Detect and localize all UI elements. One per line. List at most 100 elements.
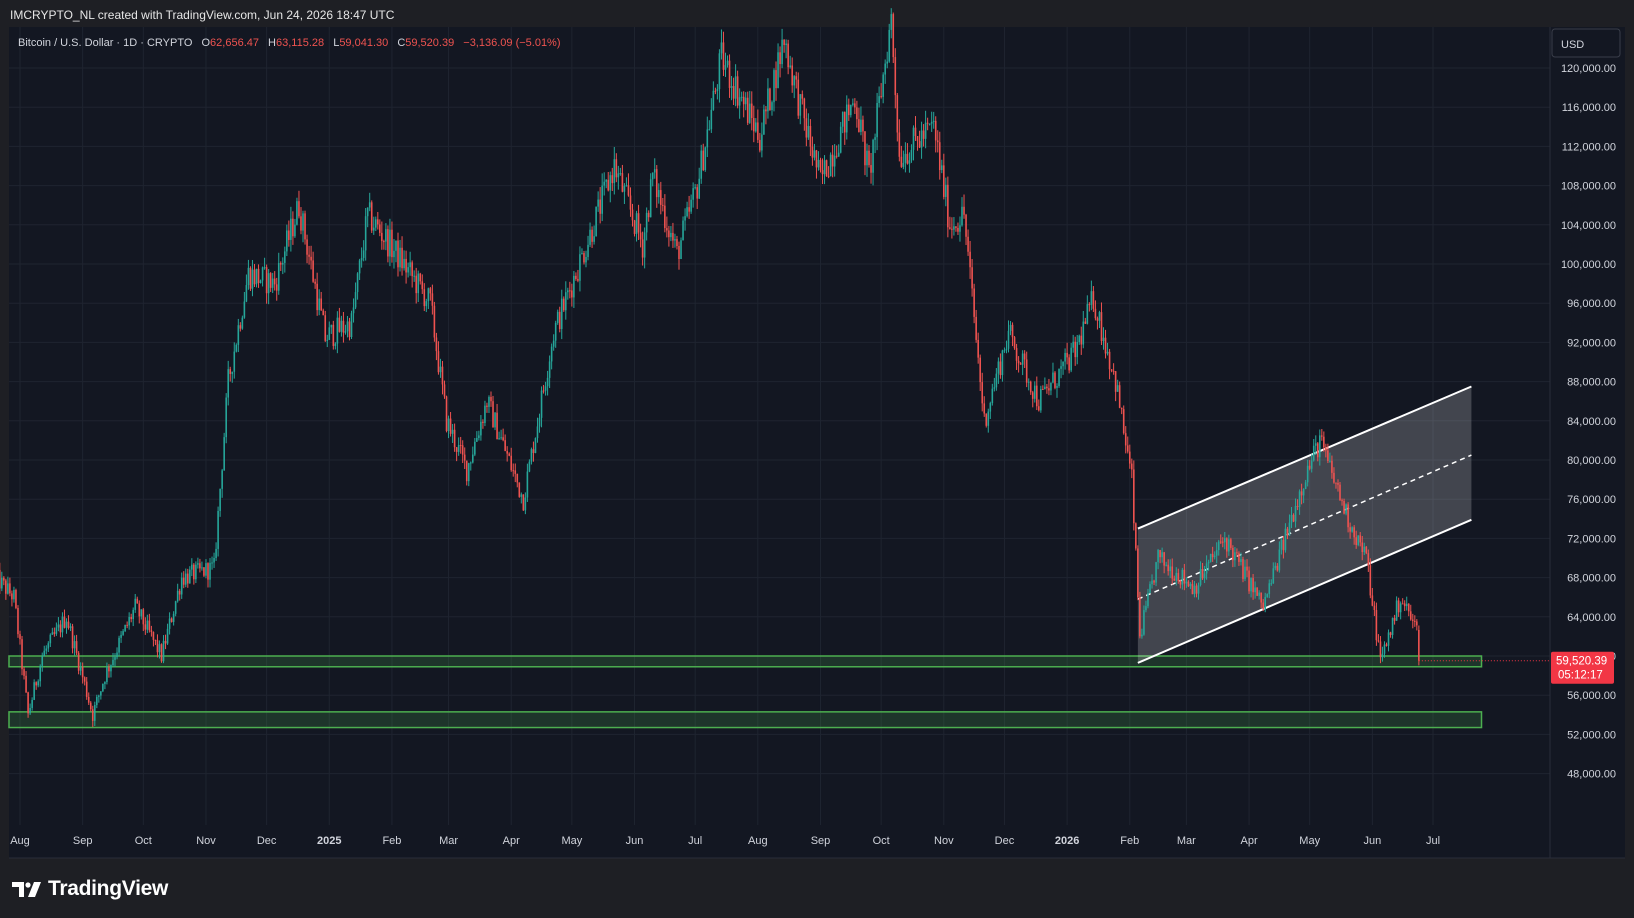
candle-body [876,102,878,138]
candle-body [474,441,476,455]
x-tick-label: May [1299,835,1320,847]
candle-body [1221,541,1224,543]
candle-body [154,639,157,641]
candle-body [680,240,682,260]
candle-body [914,127,917,137]
candle-body [391,229,393,258]
candle-body [1254,587,1256,593]
candle-body [1203,573,1206,579]
candle-body [1145,606,1147,611]
candle-body [1359,535,1362,543]
candle-body [318,298,320,311]
candle-body [538,417,541,427]
candle-body [757,122,759,140]
candle-body [374,219,377,228]
tradingview-logo-icon [12,881,41,897]
candle-body [926,122,929,124]
candle-body [136,598,139,604]
candle-body [1409,611,1412,620]
candle-body [1189,583,1192,587]
candle-body [1314,443,1317,446]
candle-body [682,220,684,241]
candle-body [1395,600,1398,621]
candle-body [140,609,143,617]
candle-body [209,562,211,580]
candle-body [1064,352,1066,362]
y-tick-label: 56,000.00 [1567,690,1616,702]
candle-body [761,134,763,151]
candle-body [320,298,322,311]
candle-body [1161,552,1163,558]
candle-body [589,229,591,245]
candle-body [1316,443,1319,458]
candle-body [1181,569,1184,585]
candle-body [1147,593,1149,607]
candle-body [552,340,555,347]
channel-upper-line[interactable] [1137,385,1472,530]
candle-body [1262,602,1264,610]
candle-body [993,387,996,389]
candle-body [1159,550,1161,558]
x-tick-label: Oct [135,835,152,847]
candle-body [415,275,418,294]
candle-body [128,617,130,626]
x-tick-label: Apr [1240,835,1257,847]
channel-mid-line[interactable] [1137,454,1472,600]
price-chart[interactable]: 48,000.0052,000.0056,000.0060,000.0064,0… [0,0,1634,860]
candle-body [110,665,112,672]
candle-body [366,207,369,217]
support-zone[interactable] [8,655,1483,668]
channel-lower-line[interactable] [1137,518,1472,664]
candle-body [419,273,422,282]
x-tick-label: Apr [503,835,520,847]
candle-body [1284,528,1287,551]
candle-body [1096,318,1099,321]
candle-body [245,285,248,302]
candle-body [1258,592,1260,596]
tradingview-brand[interactable]: TradingView [12,877,168,901]
candle-body [678,246,680,260]
support-zones[interactable] [8,655,1483,729]
candle-body [512,470,515,472]
candle-body [722,42,725,70]
channel-fill [1137,386,1472,663]
candle-body [142,609,145,625]
support-zone[interactable] [8,711,1483,729]
candle-body [548,361,551,378]
candle-body [1209,553,1212,562]
candle-body [1195,585,1198,594]
candle-body [352,307,355,314]
candle-body [845,104,848,133]
candle-body [91,709,94,721]
candle-body [1116,385,1119,392]
candle-body [1207,561,1210,564]
ascending-channel[interactable] [1137,385,1472,664]
candle-body [1385,644,1388,646]
candle-body [1201,568,1204,579]
candle-body [176,590,179,602]
legend-symbol: Bitcoin / U.S. Dollar · 1D · CRYPTO [18,37,193,49]
candle-body [431,293,434,306]
candle-body [1403,603,1406,607]
price-axis[interactable]: 48,000.0052,000.0056,000.0060,000.0064,0… [1561,63,1616,781]
candle-body [350,313,353,338]
candle-body [520,494,523,497]
currency-button[interactable]: USD [1551,28,1621,58]
candle-body [164,640,167,644]
candle-body [1124,433,1127,446]
candle-body [852,103,854,105]
candle-body [247,267,250,286]
candle-body [827,176,830,178]
candle-body [936,140,939,143]
candle-body [742,96,745,105]
candle-body [500,437,502,439]
candle-body [1411,619,1414,621]
candle-body [467,463,470,482]
candle-body [290,218,292,240]
candle-body [253,269,256,285]
candle-body [957,227,959,232]
candle-body [158,644,161,653]
candle-body [1094,308,1097,319]
y-tick-label: 108,000.00 [1561,181,1616,193]
time-axis[interactable]: Aug Sep Oct Nov Dec 2025 Feb Mar Apr May Jun Jul Aug… [10,835,1440,847]
